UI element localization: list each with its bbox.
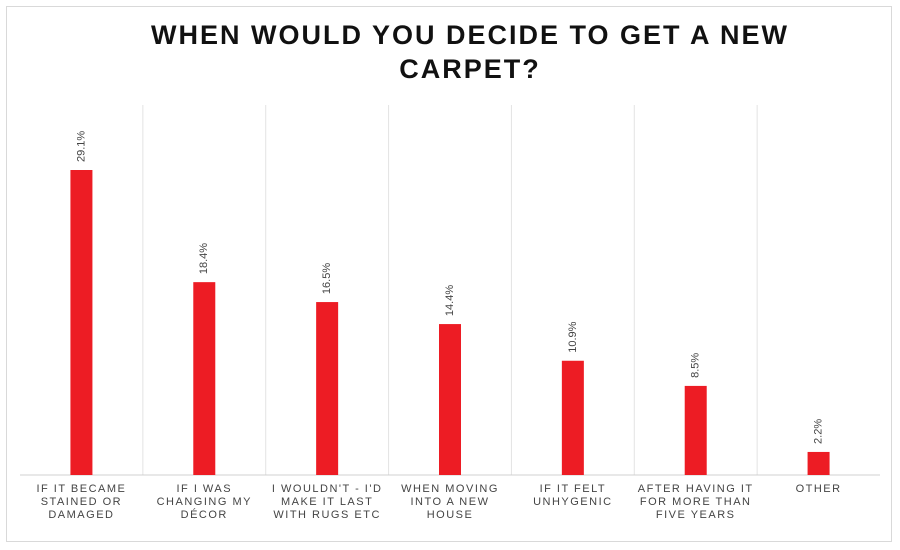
x-tick-label: OTHER	[795, 483, 842, 495]
bar	[70, 170, 93, 475]
value-label: 16.5%	[321, 263, 333, 294]
value-label: 10.9%	[567, 321, 579, 352]
value-label: 29.1%	[75, 131, 87, 162]
bar	[193, 282, 216, 475]
bar	[316, 302, 339, 475]
value-label: 14.4%	[444, 285, 456, 316]
value-label: 8.5%	[690, 353, 702, 378]
frame	[6, 6, 892, 542]
x-tick-label: IF I WAS CHANGING MY DÉCOR	[156, 483, 252, 521]
bar	[684, 385, 707, 475]
bar	[807, 451, 830, 475]
x-tick-label: WHEN MOVING INTO A NEW HOUSE	[401, 483, 499, 521]
x-tick-label: IF IT FELT UNHYGENIC	[533, 483, 613, 508]
chart-title: WHEN WOULD YOU DECIDE TO GET A NEW CARPE…	[150, 20, 789, 84]
x-tick-label: AFTER HAVING IT FOR MORE THAN FIVE YEARS	[637, 483, 754, 521]
bar	[439, 324, 461, 475]
value-label: 2.2%	[812, 419, 824, 444]
value-label: 18.4%	[198, 243, 210, 274]
bar	[561, 360, 584, 475]
x-tick-label: I WOULDN'T - I'D MAKE IT LAST WITH RUGS …	[271, 483, 383, 521]
x-tick-label: IF IT BECAME STAINED OR DAMAGED	[36, 483, 127, 521]
